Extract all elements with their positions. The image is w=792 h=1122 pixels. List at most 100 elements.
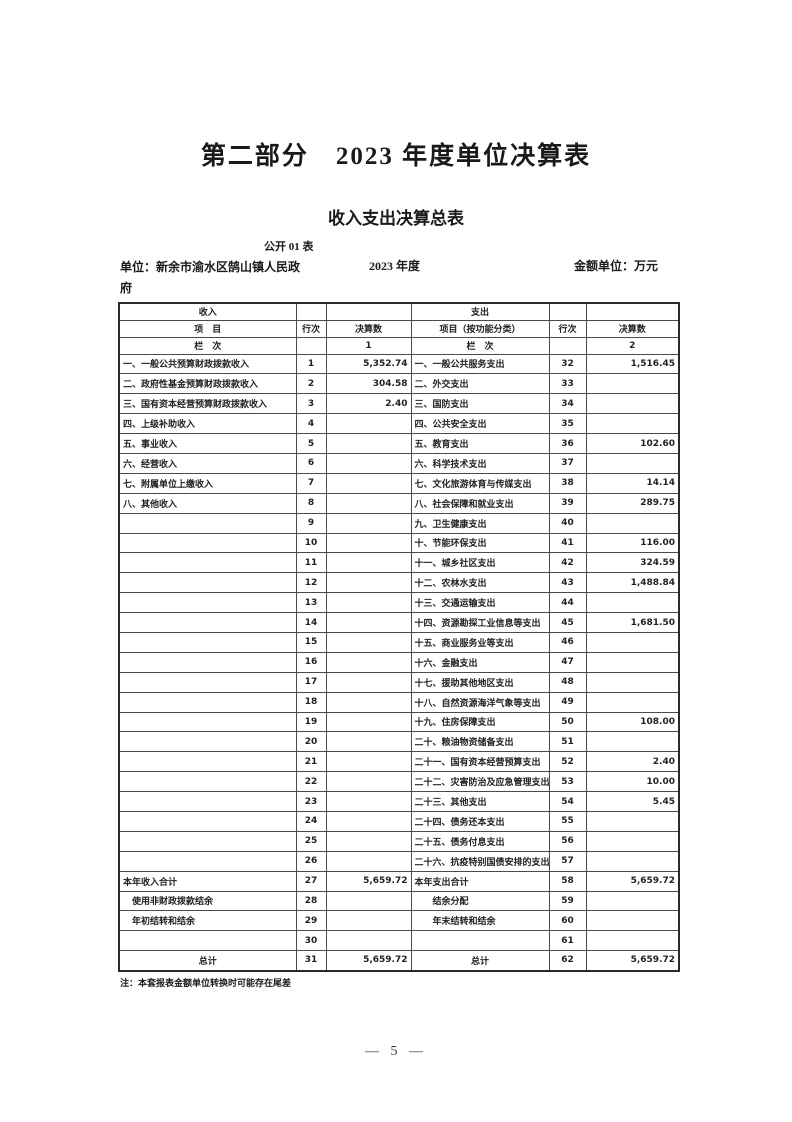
expense-amount-cell: 14.14 [585,472,680,494]
income-amount-cell: 5,352.74 [325,353,412,375]
income-rowno-cell: 18 [295,691,327,713]
income-amount-cell [325,413,412,435]
table-row: 四、上级补助收入 4 四、公共安全支出 35 [118,413,680,435]
table-column-number-row: 栏 次 1 栏 次 2 [118,336,680,355]
table-row: 13 十三、交通运输支出 44 [118,592,680,614]
income-item-cell: 七、附属单位上缴收入 [118,472,297,494]
table-row: 11 十一、城乡社区支出 42 324.59 [118,552,680,574]
expense-item-cell: 二十四、债务还本支出 [410,810,550,832]
table-row: 本年收入合计 27 5,659.72 本年支出合计 58 5,659.72 [118,870,680,892]
expense-item-cell: 十五、商业服务业等支出 [410,631,550,653]
income-amount-cell [325,850,412,872]
table-row: 使用非财政拨款结余 28 结余分配 59 [118,890,680,912]
expense-item-cell: 十八、自然资源海洋气象等支出 [410,691,550,713]
expense-rowno-cell: 56 [548,830,587,852]
income-item-cell [118,532,297,554]
expense-item-cell: 六、科学技术支出 [410,452,550,474]
income-rowno-cell: 19 [295,711,327,733]
expense-rowno-cell: 57 [548,850,587,872]
expense-item-cell: 二十一、国有资本经营预算支出 [410,751,550,773]
expense-amount-cell [585,592,680,614]
income-rowno-cell: 13 [295,592,327,614]
income-rowno-cell: 16 [295,651,327,673]
income-item-cell [118,651,297,673]
income-item-cell: 四、上级补助收入 [118,413,297,435]
income-rowno-cell: 10 [295,532,327,554]
income-amount-cell [325,810,412,832]
expense-amount-cell [585,850,680,872]
income-rowno-cell: 12 [295,572,327,594]
income-amount-cell: 2.40 [325,393,412,415]
expense-rowno-cell: 33 [548,373,587,395]
expense-amount-cell: 1,488.84 [585,572,680,594]
income-amount-cell [325,572,412,594]
expense-rowno-cell: 41 [548,532,587,554]
income-item-cell [118,830,297,852]
income-item-cell: 一、一般公共预算财政拨款收入 [118,353,297,375]
expense-rowno-cell: 45 [548,612,587,633]
income-rowno-cell: 11 [295,552,327,574]
income-item-cell: 八、其他收入 [118,492,297,514]
income-item-cell: 五、事业收入 [118,433,297,454]
income-item-cell [118,592,297,614]
table-row: 六、经营收入 6 六、科学技术支出 37 [118,452,680,474]
table-column-header-row: 项 目 行次 决算数 项目（按功能分类） 行次 决算数 [118,319,680,338]
income-amount-cell [325,830,412,852]
empty-header-cell [325,302,412,321]
expense-amount-cell: 108.00 [585,711,680,733]
income-item-cell [118,731,297,753]
expense-rowno-cell: 43 [548,572,587,594]
expense-item-cell: 一、一般公共服务支出 [410,353,550,375]
income-amount-cell: 5,659.72 [325,950,412,972]
expense-amount-cell: 5,659.72 [585,950,680,972]
expense-item-cell: 十二、农林水支出 [410,572,550,594]
expense-item-cell: 五、教育支出 [410,433,550,454]
unit-name-label: 单位：新余市渝水区鹄山镇人民政府 [120,260,301,295]
expense-item-cell: 九、卫生健康支出 [410,512,550,534]
income-rowno-cell: 1 [295,353,327,375]
income-amount-cell [325,671,412,693]
income-rowno-cell: 24 [295,810,327,832]
expense-rowno-cell: 54 [548,791,587,812]
income-rowno-cell: 22 [295,771,327,793]
expense-item-cell: 结余分配 [410,890,550,912]
income-amount-cell [325,791,412,812]
income-amount-cell [325,592,412,614]
income-rowno-cell: 26 [295,850,327,872]
income-amount-cell [325,930,412,952]
table-row: 20 二十、粮油物资储备支出 51 [118,731,680,753]
expense-item-cell: 十、节能环保支出 [410,532,550,554]
income-rowno-cell: 20 [295,731,327,753]
table-row: 17 十七、援助其他地区支出 48 [118,671,680,693]
table-row: 25 二十五、债务付息支出 56 [118,830,680,852]
expense-amount-cell: 2.40 [585,751,680,773]
expense-amount-cell: 324.59 [585,552,680,574]
expense-item-cell: 二十二、灾害防治及应急管理支出 [410,771,550,793]
expense-rowno-cell: 44 [548,592,587,614]
empty-header-cell [548,302,587,321]
expense-item-cell: 十九、住房保障支出 [410,711,550,733]
expense-rowno-header: 行次 [548,319,587,338]
table-row: 23 二十三、其他支出 54 5.45 [118,791,680,812]
income-rowno-cell: 6 [295,452,327,474]
table-row: 22 二十二、灾害防治及应急管理支出 53 10.00 [118,771,680,793]
expense-rowno-cell: 48 [548,671,587,693]
expense-item-cell: 二十、粮油物资储备支出 [410,731,550,753]
expense-rowno-cell: 36 [548,433,587,454]
income-item-cell [118,751,297,773]
income-item-cell [118,791,297,812]
expense-item-cell: 本年支出合计 [410,870,550,892]
income-rowno-cell: 7 [295,472,327,494]
income-column-label: 栏 次 [118,336,297,355]
income-rowno-cell: 8 [295,492,327,514]
table-row: 9 九、卫生健康支出 40 [118,512,680,534]
expense-item-cell: 年末结转和结余 [410,910,550,932]
amount-unit-label: 金额单位：万元 [574,259,659,273]
income-item-cell: 三、国有资本经营预算财政拨款收入 [118,393,297,415]
table-row: 19 十九、住房保障支出 50 108.00 [118,711,680,733]
expense-amount-header: 决算数 [585,319,680,338]
expense-item-cell: 四、公共安全支出 [410,413,550,435]
table-row: 15 十五、商业服务业等支出 46 [118,631,680,653]
income-amount-header: 决算数 [325,319,412,338]
expense-rowno-cell: 35 [548,413,587,435]
